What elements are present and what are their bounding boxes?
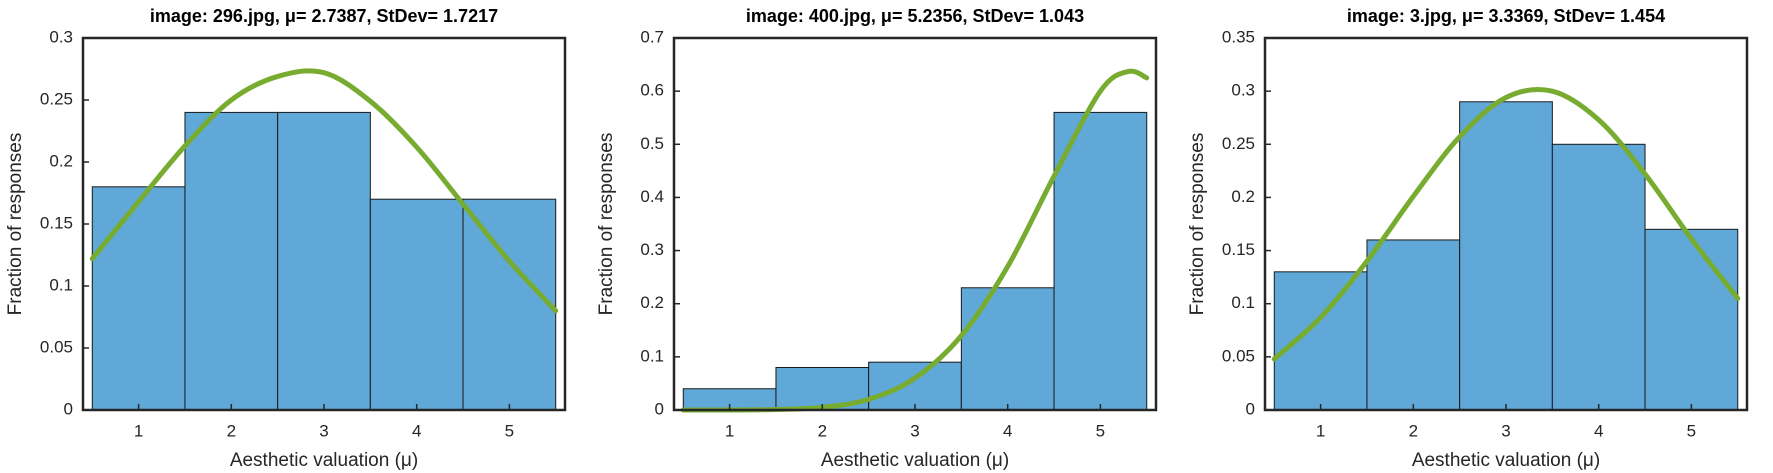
y-tick-label: 0.05	[1222, 346, 1255, 365]
x-tick-label: 3	[1501, 421, 1510, 440]
fit-curve	[89, 68, 559, 314]
x-tick-label: 4	[412, 421, 421, 440]
y-tick-label: 0.15	[1222, 240, 1255, 259]
x-tick-label: 5	[505, 421, 514, 440]
x-tick-label: 1	[134, 421, 143, 440]
x-tick-label: 1	[1316, 421, 1325, 440]
bar	[868, 361, 962, 411]
y-tick-label: 0.25	[40, 89, 73, 108]
x-tick-label: 5	[1096, 421, 1105, 440]
subplot: 0 0.05 0.1 0.15 0.2 0.25 0.3 1 2 3 4 5 image: 296.jp…	[5, 6, 567, 471]
y-tick-label: 0.4	[640, 187, 664, 206]
x-tick-label: 3	[319, 421, 328, 440]
bar	[1644, 228, 1739, 411]
bar	[277, 111, 371, 411]
y-axis-label: Fraction of responses	[1187, 133, 1208, 316]
fit-curve	[1271, 86, 1741, 362]
y-tick-label: 0.5	[640, 134, 664, 153]
y-tick-label: 0.2	[1231, 187, 1255, 206]
chart-title: image: 3.jpg, μ= 3.3369, StDev= 1.454	[1347, 6, 1665, 26]
y-tick-label: 0.3	[49, 27, 73, 46]
bar	[1053, 111, 1148, 411]
y-tick-label: 0.05	[40, 337, 73, 356]
chart-title: image: 296.jpg, μ= 2.7387, StDev= 1.7217	[150, 6, 498, 26]
y-tick-label: 0.6	[640, 81, 664, 100]
bar	[369, 198, 464, 411]
y-tick-label: 0.7	[640, 27, 664, 46]
bar	[1551, 143, 1646, 411]
y-axis-label: Fraction of responses	[5, 133, 26, 316]
x-tick-label: 3	[910, 421, 919, 440]
x-tick-label: 5	[1687, 421, 1696, 440]
bar	[1459, 101, 1553, 411]
x-axis-label: Aesthetic valuation (μ)	[1412, 450, 1600, 471]
x-tick-label: 4	[1594, 421, 1603, 440]
y-tick-label: 0	[64, 399, 73, 418]
x-axis-label: Aesthetic valuation (μ)	[230, 450, 418, 471]
bar	[462, 198, 557, 411]
x-tick-label: 2	[1409, 421, 1418, 440]
chart-title: image: 400.jpg, μ= 5.2356, StDev= 1.043	[746, 6, 1084, 26]
x-tick-label: 4	[1003, 421, 1012, 440]
x-tick-label: 2	[818, 421, 827, 440]
y-tick-label: 0.2	[49, 151, 73, 170]
bar	[1273, 271, 1368, 411]
y-tick-label: 0	[655, 399, 664, 418]
y-tick-label: 0.1	[49, 275, 73, 294]
bar	[184, 111, 279, 411]
x-tick-label: 2	[227, 421, 236, 440]
y-tick-label: 0.3	[1231, 81, 1255, 100]
y-tick-label: 0.2	[640, 293, 664, 312]
subplot: 0 0.05 0.1 0.15 0.2 0.25 0.3 0.35 1 2 3 4 5 image: 3.…	[1187, 6, 1749, 471]
y-axis-label: Fraction of responses	[596, 133, 617, 316]
subplot: 0 0.1 0.2 0.3 0.4 0.5 0.6 0.7 1 2 3 4 5 image: 400.jp…	[596, 6, 1158, 471]
y-tick-label: 0.3	[640, 240, 664, 259]
y-tick-label: 0.25	[1222, 134, 1255, 153]
bar	[1366, 239, 1461, 411]
y-tick-label: 0.1	[640, 346, 664, 365]
x-axis-label: Aesthetic valuation (μ)	[821, 450, 1009, 471]
x-tick-label: 1	[725, 421, 734, 440]
bar	[91, 186, 186, 411]
y-tick-label: 0.1	[1231, 293, 1255, 312]
bar	[960, 287, 1055, 411]
y-tick-label: 0	[1246, 399, 1255, 418]
y-tick-label: 0.15	[40, 213, 73, 232]
y-tick-label: 0.35	[1222, 27, 1255, 46]
